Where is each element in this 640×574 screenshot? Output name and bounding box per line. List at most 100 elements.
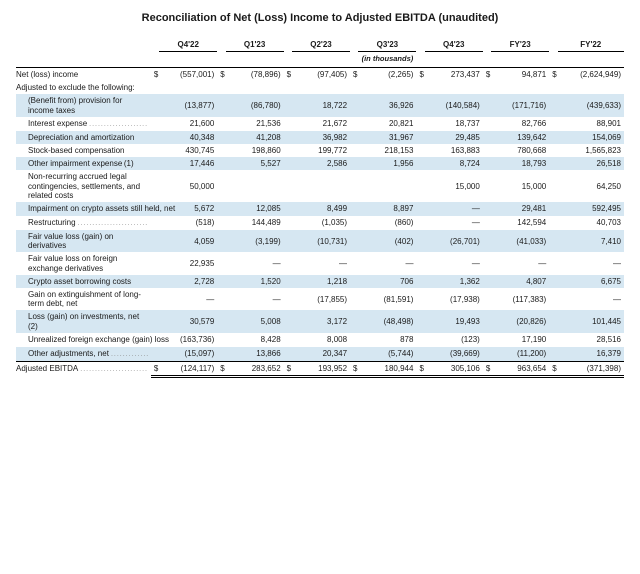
cell-value: 40,348 (159, 131, 217, 144)
cell-value: 193,952 (292, 361, 350, 376)
cell-value: 29,485 (425, 131, 483, 144)
cell-value: (557,001) (159, 68, 217, 82)
currency-symbol (350, 347, 358, 362)
row-label: Impairment on crypto assets still held, … (16, 202, 151, 216)
cell-value: 36,926 (358, 94, 416, 116)
currency-symbol (483, 170, 491, 202)
currency-symbol (284, 157, 292, 170)
cell-value: — (159, 288, 217, 310)
header-row: Q4'22 Q1'23 Q2'23 Q3'23 Q4'23 FY'23 FY'2… (16, 38, 624, 52)
currency-symbol (416, 202, 424, 216)
currency-symbol (284, 347, 292, 362)
currency-symbol (350, 333, 358, 347)
cell-value: (48,498) (358, 310, 416, 332)
cell-value (358, 81, 416, 94)
cell-value: 706 (358, 275, 416, 288)
currency-symbol (284, 131, 292, 144)
cell-value (292, 81, 350, 94)
row-label: Interest expense (16, 117, 151, 131)
row-label: Stock-based compensation (16, 144, 151, 157)
cell-value: 21,672 (292, 117, 350, 131)
cell-value: 8,499 (292, 202, 350, 216)
currency-symbol: $ (416, 361, 424, 376)
cell-value: — (558, 252, 624, 274)
cell-value: 198,860 (226, 144, 284, 157)
cell-value: 4,059 (159, 230, 217, 252)
cell-value: (13,877) (159, 94, 217, 116)
cell-value: 1,520 (226, 275, 284, 288)
cell-value: 15,000 (425, 170, 483, 202)
col-h-3: Q3'23 (358, 38, 416, 52)
cell-value: 283,652 (226, 361, 284, 376)
row-label: Other adjustments, net (16, 347, 151, 362)
cell-value: 40,703 (558, 216, 624, 230)
cell-value (358, 170, 416, 202)
cell-value: 1,565,823 (558, 144, 624, 157)
currency-symbol (416, 252, 424, 274)
currency-symbol: $ (217, 361, 225, 376)
cell-value: (5,744) (358, 347, 416, 362)
row-label: Fair value loss (gain) on derivatives (16, 230, 151, 252)
cell-value: 1,362 (425, 275, 483, 288)
cell-value: 163,883 (425, 144, 483, 157)
cell-value: 305,106 (425, 361, 483, 376)
cell-value: 19,493 (425, 310, 483, 332)
cell-value: 273,437 (425, 68, 483, 82)
currency-symbol (483, 144, 491, 157)
currency-symbol (151, 252, 159, 274)
cell-value (558, 81, 624, 94)
cell-value: (78,896) (226, 68, 284, 82)
ebitda-table: Q4'22 Q1'23 Q2'23 Q3'23 Q4'23 FY'23 FY'2… (16, 38, 624, 378)
currency-symbol (483, 310, 491, 332)
cell-value: 1,218 (292, 275, 350, 288)
currency-symbol (350, 117, 358, 131)
table-row: Other impairment expense (1)17,4465,5272… (16, 157, 624, 170)
currency-symbol (350, 310, 358, 332)
currency-symbol (350, 157, 358, 170)
cell-value: (39,669) (425, 347, 483, 362)
col-h-5: FY'23 (491, 38, 549, 52)
currency-symbol (284, 94, 292, 116)
cell-value: (17,855) (292, 288, 350, 310)
currency-symbol: $ (483, 68, 491, 82)
currency-symbol (483, 94, 491, 116)
currency-symbol (217, 81, 225, 94)
currency-symbol (151, 144, 159, 157)
col-h-4: Q4'23 (425, 38, 483, 52)
currency-symbol (217, 275, 225, 288)
currency-symbol (350, 131, 358, 144)
cell-value: 20,821 (358, 117, 416, 131)
cell-value: (171,716) (491, 94, 549, 116)
cell-value: (860) (358, 216, 416, 230)
currency-symbol (350, 202, 358, 216)
currency-symbol (549, 157, 557, 170)
cell-value: 180,944 (358, 361, 416, 376)
table-row: Other adjustments, net(15,097)13,86620,3… (16, 347, 624, 362)
cell-value: 17,446 (159, 157, 217, 170)
currency-symbol (549, 275, 557, 288)
currency-symbol (217, 216, 225, 230)
currency-symbol (151, 288, 159, 310)
currency-symbol (416, 347, 424, 362)
currency-symbol (416, 81, 424, 94)
cell-value: — (358, 252, 416, 274)
currency-symbol (151, 117, 159, 131)
cell-value (491, 81, 549, 94)
cell-value: 2,586 (292, 157, 350, 170)
currency-symbol (549, 310, 557, 332)
cell-value: 18,722 (292, 94, 350, 116)
currency-symbol (549, 230, 557, 252)
cell-value: (20,826) (491, 310, 549, 332)
cell-value: 36,982 (292, 131, 350, 144)
cell-value: (2,624,949) (558, 68, 624, 82)
currency-symbol (350, 288, 358, 310)
cell-value: 6,675 (558, 275, 624, 288)
cell-value: 26,518 (558, 157, 624, 170)
currency-symbol (549, 216, 557, 230)
currency-symbol (549, 131, 557, 144)
cell-value: 21,536 (226, 117, 284, 131)
cell-value: 101,445 (558, 310, 624, 332)
currency-symbol (350, 230, 358, 252)
currency-symbol (416, 310, 424, 332)
row-label: Depreciation and amortization (16, 131, 151, 144)
